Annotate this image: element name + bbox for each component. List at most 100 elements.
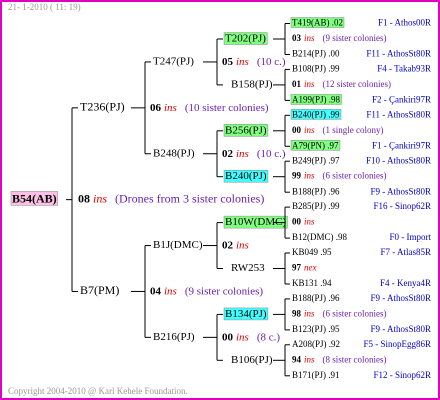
count: 98 (292, 308, 302, 318)
gen4-label: A208(PJ) .92 (292, 339, 340, 349)
count: 97 (292, 263, 302, 273)
root-label: B54(AB) (12, 191, 57, 205)
gen4-line: F9 - AthosSt80R (370, 324, 431, 334)
gen4-label: B123(PJ) .95 (292, 324, 340, 334)
note: 01 ins (12 sister colonies) (292, 79, 391, 89)
gen3-label: B256(PJ) (225, 124, 267, 136)
gen2-label: B1J(DMC) (153, 239, 203, 251)
count: 02 (222, 239, 234, 251)
mark: ins (164, 285, 177, 297)
note: 03 ins (9 sister colonies) (292, 33, 387, 43)
gen4-label-bg (290, 94, 342, 105)
gen4-label-bg (290, 109, 342, 120)
mark: ins (304, 125, 315, 135)
timestamp: 21- 1-2010 ( 11: 19) (8, 2, 81, 12)
gen4-line: F2 - Çankiri97R (372, 94, 431, 104)
mark: ins (164, 101, 177, 113)
gen3-label: B10W(DMC) (225, 216, 286, 228)
gen4-line: F4 - Kenya4R (380, 278, 431, 288)
count: 01 (292, 79, 302, 89)
gen4-label: B188(PJ) .96 (292, 293, 340, 303)
note-text: (12 sister colonies) (323, 79, 391, 89)
mark: ins (236, 239, 249, 251)
gen4-line: F7 - Atlas85R (380, 247, 431, 257)
gen3-label: T202(PJ) (225, 33, 266, 45)
note-text: (10 c.) (257, 55, 286, 67)
gen4-label: B285(PJ) .99 (292, 201, 340, 211)
note: 98 ins (6 sister colonies) (292, 308, 387, 318)
gen4-line: F9 - AthosSt80R (370, 293, 431, 303)
gen3-label: B240(PJ) (225, 170, 267, 182)
count: 02 (222, 147, 234, 159)
gen3-label: RW253 (231, 262, 265, 274)
note-text: (Drones from 3 sister colonies) (115, 191, 264, 205)
note-text: (6 sister colonies) (323, 171, 387, 181)
note-text: (8 c.) (257, 331, 281, 343)
mark: ins (304, 33, 315, 43)
note: 08 ins (Drones from 3 sister colonies) (78, 191, 264, 205)
gen3-label: B158(PJ) (231, 78, 273, 90)
mark: ins (236, 331, 249, 343)
gen4-label: B214(PJ) .00 (292, 49, 340, 59)
note-text: (9 sister colonies) (185, 285, 264, 297)
count: 04 (150, 285, 162, 297)
gen4-line: F1 - Çankiri97R (372, 140, 431, 150)
note: 02 ins (10 c.) (222, 147, 286, 159)
gen1-label: B7(PM) (80, 283, 119, 297)
gen2-label: B216(PJ) (153, 331, 195, 343)
gen4-line: F0 - Import (390, 232, 432, 242)
gen4-line: F1 - Athos00R (378, 18, 431, 28)
count: 03 (292, 33, 302, 43)
note: 99 ins (6 sister colonies) (292, 171, 387, 181)
mark: ins (236, 55, 249, 67)
note-text: (1 single colony) (323, 125, 384, 135)
gen3-label-bg (223, 307, 269, 321)
mark: ins (304, 217, 315, 227)
note-text: (10 sister colonies) (185, 101, 269, 113)
count: 06 (150, 101, 162, 113)
gen4-line: F5 - SinopEgg86R (363, 339, 431, 349)
gen4-label: A79(PN) .97 (292, 140, 339, 150)
mark: ins (304, 171, 315, 181)
gen4-line: F12 - Sinop62R (373, 370, 431, 380)
gen4-label: A199(PJ) .98 (292, 94, 341, 104)
gen4-line: F9 - AthosSt80R (370, 186, 431, 196)
gen2-label: B248(PJ) (153, 147, 195, 159)
count: 99 (292, 171, 302, 181)
gen4-label: B188(PJ) .96 (292, 186, 340, 196)
note: 00 ins (292, 217, 315, 227)
gen4-line: F10 - AthosSt80R (366, 155, 431, 165)
gen3-label: B106(PJ) (231, 354, 273, 366)
gen2-label: T247(PJ) (153, 55, 194, 67)
gen4-line: F11 - AthosSt80R (366, 109, 431, 119)
gen4-label: B249(PJ) .97 (292, 155, 340, 165)
gen4-line: F11 - AthosSt80R (366, 49, 431, 59)
gen3-label-bg (223, 32, 268, 45)
note: 06 ins (10 sister colonies) (150, 101, 269, 113)
root-label-bg (10, 191, 58, 206)
mark: ins (93, 191, 107, 205)
note: 05 ins (10 c.) (222, 55, 286, 67)
gen1-label: T236(PJ) (80, 100, 125, 114)
count: 00 (292, 125, 302, 135)
gen4-label-bg (290, 140, 341, 151)
mark: ins (236, 147, 249, 159)
mark: ins (304, 354, 315, 364)
gen4-label: KB049 .95 (292, 247, 332, 257)
note-text: (6 sister colonies) (323, 308, 387, 318)
note-text: (10 c.) (257, 147, 286, 159)
gen3-label-bg (223, 124, 269, 137)
gen4-label: T419(AB) .02 (292, 18, 343, 28)
note: 04 ins (9 sister colonies) (150, 285, 263, 297)
count: 05 (222, 55, 234, 67)
note: 97 nex (292, 263, 317, 273)
gen3-label: B134(PJ) (225, 308, 267, 320)
gen4-label: B240(PJ) .99 (292, 109, 340, 119)
gen4-line: F4 - Takab93R (377, 63, 431, 73)
note-text: (9 sister colonies) (323, 33, 387, 43)
gen3-label-bg (223, 215, 288, 229)
gen3-label-bg (223, 169, 269, 183)
count: 08 (78, 191, 90, 205)
